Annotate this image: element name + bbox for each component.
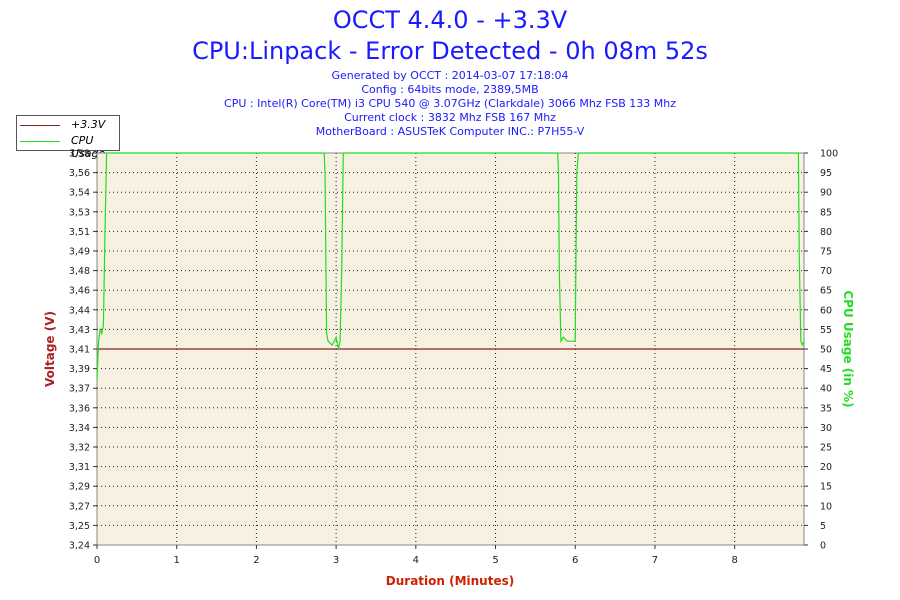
info-cpu: CPU : Intel(R) Core(TM) i3 CPU 540 @ 3.0… [224,97,676,110]
y2-tick-label: 5 [820,521,826,532]
x-tick-label: 6 [572,555,578,566]
y-tick-label: 3,46 [69,286,90,297]
y2-tick-label: 35 [820,403,832,414]
y-tick-label: 3,39 [69,364,90,375]
y2-tick-label: 95 [820,168,832,179]
info-config: Config : 64bits mode, 2389,5MB [361,83,539,96]
y-tick-label: 3,48 [69,266,90,277]
y2-tick-label: 85 [820,207,832,218]
y-tick-label: 3,31 [69,462,90,473]
y2-tick-label: 50 [820,345,832,356]
y2-tick-label: 10 [820,501,832,512]
y-axis-label-left: Voltage (V) [43,311,57,387]
x-axis-label: Duration (Minutes) [386,574,514,588]
y-tick-label: 3,44 [69,305,90,316]
y2-tick-label: 65 [820,286,832,297]
legend-swatch-cpu [20,141,60,142]
legend-label-voltage: +3.3V [71,118,106,131]
info-generated: Generated by OCCT : 2014-03-07 17:18:04 [331,69,569,82]
y2-tick-label: 25 [820,443,832,454]
y-tick-label: 3,56 [69,168,90,179]
y2-tick-label: 90 [820,188,832,199]
x-tick-label: 0 [94,555,100,566]
y2-tick-label: 40 [820,384,832,395]
y-axis-left: 3,24 3,25 3,27 3,29 3,31 3,32 3,34 3,36 3,37 3,39… [69,149,97,552]
y-tick-label: 3,37 [69,384,90,395]
chart-legend: +3.3V CPU Usage [16,115,120,160]
y-tick-label: 3,58 [69,149,90,160]
info-motherboard: MotherBoard : ASUSTeK Computer INC.: P7H… [315,125,585,138]
y-tick-label: 3,53 [69,207,90,218]
info-clock: Current clock : 3832 Mhz FSB 167 Mhz [344,111,556,124]
series-line-cpu-usage [96,152,805,381]
y2-tick-label: 100 [820,149,838,160]
y-tick-label: 3,29 [69,482,90,493]
legend-item-voltage: +3.3V [17,117,117,133]
y-tick-label: 3,24 [69,541,90,552]
y-tick-label: 3,43 [69,325,90,336]
x-tick-label: 7 [652,555,658,566]
y2-tick-label: 60 [820,305,832,316]
y-axis-right: 0 5 10 15 20 25 30 35 40 45 50 55 60 65 70 75 80 85 90 95 10… [804,149,838,552]
y-tick-label: 3,27 [69,501,90,512]
x-tick-label: 3 [333,555,339,566]
y-tick-label: 3,34 [69,423,90,434]
y-tick-label: 3,54 [69,188,90,199]
y2-tick-label: 45 [820,364,832,375]
y-axis-label-right: CPU Usage (in %) [841,290,855,407]
y2-tick-label: 15 [820,482,832,493]
y2-tick-label: 70 [820,266,832,277]
x-tick-label: 5 [492,555,498,566]
x-tick-label: 1 [174,555,180,566]
y-tick-label: 3,41 [69,345,90,356]
y2-tick-label: 0 [820,541,826,552]
y-tick-label: 3,25 [69,521,90,532]
x-axis: 0 1 2 3 4 5 6 7 8 [94,545,738,566]
x-tick-label: 8 [731,555,737,566]
y2-tick-label: 75 [820,247,832,258]
y2-tick-label: 20 [820,462,832,473]
y2-tick-label: 80 [820,227,832,238]
title-line-1: OCCT 4.4.0 - +3.3V [332,6,568,34]
y-tick-label: 3,49 [69,247,90,258]
y-tick-label: 3,32 [69,443,90,454]
series-group [96,152,805,381]
x-tick-label: 4 [413,555,419,566]
y2-tick-label: 30 [820,423,832,434]
x-tick-label: 2 [253,555,259,566]
legend-swatch-voltage [20,125,60,126]
title-line-2: CPU:Linpack - Error Detected - 0h 08m 52… [192,37,708,65]
y2-tick-label: 55 [820,325,832,336]
y-tick-label: 3,36 [69,403,90,414]
y-tick-label: 3,51 [69,227,90,238]
